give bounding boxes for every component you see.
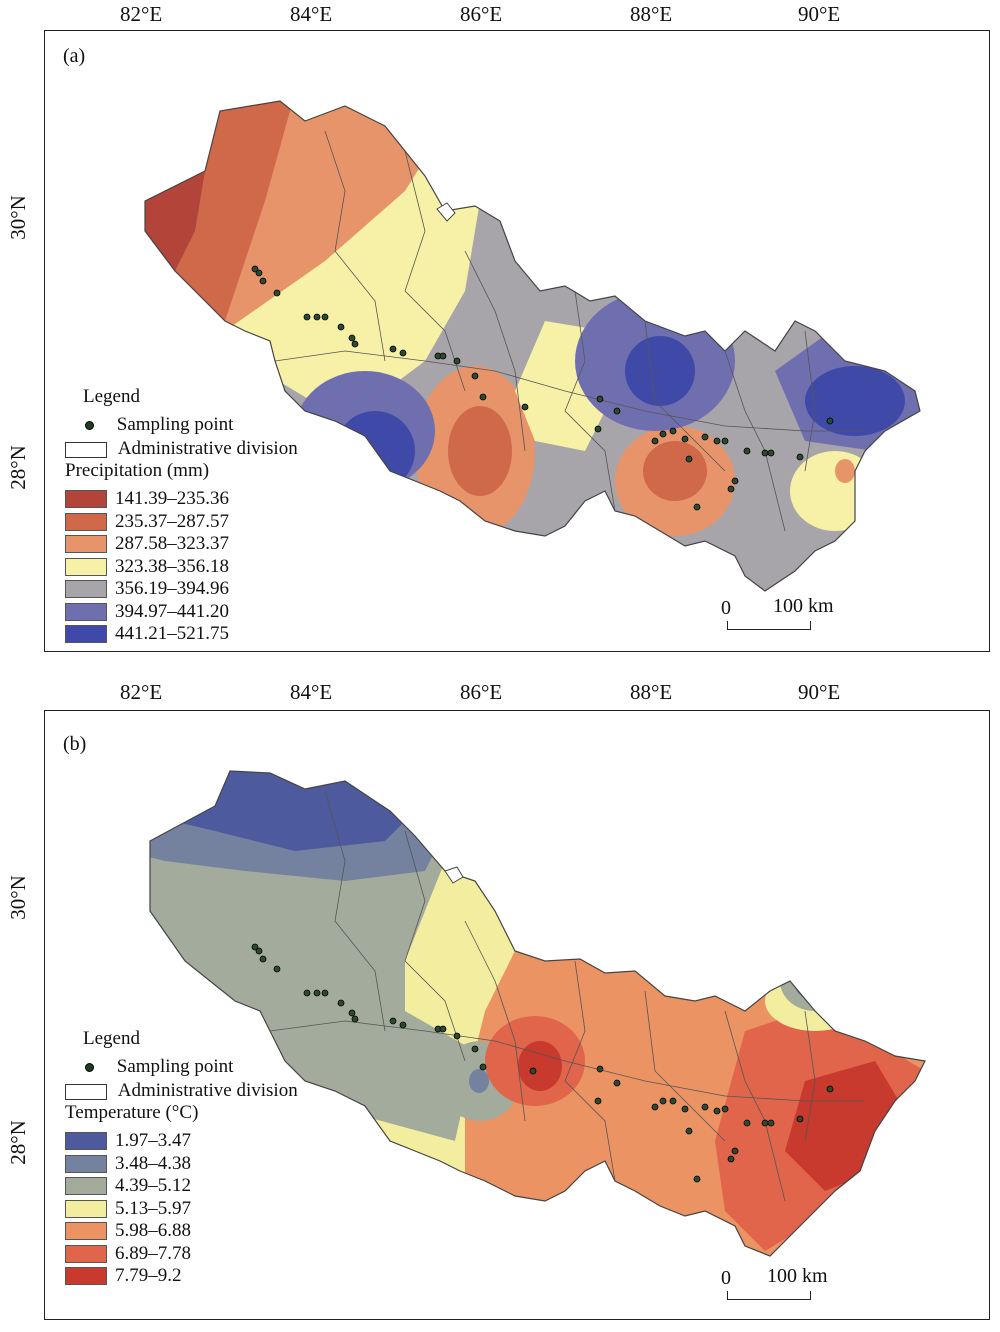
lat-tick-28: 28°N xyxy=(5,445,30,490)
legend-swatch xyxy=(65,1132,107,1150)
sampling-points-b xyxy=(251,943,834,1183)
legend-b: Legend Sampling point Administrative div… xyxy=(45,1021,345,1311)
legend-range-label: 356.19–394.96 xyxy=(115,578,229,599)
legend-swatch xyxy=(65,512,107,531)
legend-swatch xyxy=(65,1222,107,1240)
admin-division-icon-b xyxy=(65,1083,107,1100)
map-frame-a: (a) Legend Sampling point Administrative… xyxy=(44,30,990,652)
scale-start-a: 0 xyxy=(721,597,731,619)
lon-tick-84: 84°E xyxy=(290,2,333,26)
sampling-point-icon-b xyxy=(85,1063,94,1073)
lon-tick-90: 90°E xyxy=(798,2,841,26)
legend-range-label: 394.97–441.20 xyxy=(115,600,229,622)
legend-range-label: 3.48–4.38 xyxy=(115,1152,191,1174)
legend-swatch xyxy=(65,1154,107,1173)
scale-end-a: 100 km xyxy=(773,595,834,617)
lon-tick-86: 86°E xyxy=(460,2,503,26)
scale-line-b xyxy=(727,1291,811,1300)
legend-swatch xyxy=(65,1244,107,1263)
legend-range-label: 323.38–356.18 xyxy=(115,555,229,577)
scale-bar-a: 0 100 km xyxy=(715,595,855,637)
lon-tick-90-b: 90°E xyxy=(798,680,841,704)
study-region-outline-b xyxy=(149,770,926,1257)
panel-label-b: (b) xyxy=(63,733,87,755)
administrative-boundaries-b xyxy=(269,790,865,1202)
sampling-points-a xyxy=(251,265,834,511)
lon-tick-88: 88°E xyxy=(630,2,673,26)
precipitation-map xyxy=(144,100,921,592)
lat-tick-30: 30°N xyxy=(5,195,30,240)
temperature-map xyxy=(149,770,926,1257)
legend-swatch xyxy=(65,1177,107,1195)
legend-variable-a: Precipitation (mm) xyxy=(65,460,210,481)
legend-variable-b: Temperature (°C) xyxy=(65,1102,199,1123)
lake-a xyxy=(436,202,456,222)
legend-swatch xyxy=(65,557,107,576)
legend-range-label: 7.79–9.2 xyxy=(115,1265,182,1286)
legend-a: Legend Sampling point Administrative div… xyxy=(45,381,345,644)
sampling-point-icon xyxy=(85,421,94,431)
legend-title-b: Legend xyxy=(83,1028,140,1049)
legend-range-label: 141.39–235.36 xyxy=(115,488,229,509)
legend-range-label: 4.39–5.12 xyxy=(115,1175,191,1196)
legend-swatch xyxy=(65,490,107,508)
legend-swatch xyxy=(65,1267,107,1285)
legend-range-label: 287.58–323.37 xyxy=(115,533,229,554)
lake-b xyxy=(444,866,464,884)
panel-label-a: (a) xyxy=(63,45,86,67)
legend-range-label: 6.89–7.78 xyxy=(115,1242,191,1264)
legend-swatch xyxy=(65,580,107,598)
panel-b: 82°E 84°E 86°E 88°E 90°E 30°N 28°N xyxy=(0,670,1000,1330)
study-region-outline xyxy=(144,100,921,592)
legend-range-label: 235.37–287.57 xyxy=(115,510,229,532)
legend-swatch xyxy=(65,535,107,553)
lon-tick-82-b: 82°E xyxy=(120,680,163,704)
scale-line-a xyxy=(727,621,811,630)
administrative-boundaries xyxy=(274,130,865,532)
scale-end-b: 100 km xyxy=(767,1265,828,1287)
panel-a: 82°E 84°E 86°E 88°E 90°E 30°N 28°N xyxy=(0,0,1000,660)
legend-range-label: 5.13–5.97 xyxy=(115,1197,191,1219)
legend-sampling-point-b: Sampling point xyxy=(85,1057,233,1076)
legend-range-label: 5.98–6.88 xyxy=(115,1220,191,1241)
legend-swatch xyxy=(65,1199,107,1218)
lon-tick-82: 82°E xyxy=(120,2,163,26)
map-frame-b: (b) Legend Sampling point Administrative… xyxy=(44,710,990,1320)
legend-admin-division-a: Administrative division xyxy=(65,439,298,458)
lat-tick-28-b: 28°N xyxy=(5,1120,30,1165)
legend-range-label: 441.21–521.75 xyxy=(115,623,229,644)
scale-start-b: 0 xyxy=(721,1267,731,1289)
admin-division-icon xyxy=(65,441,107,458)
lon-tick-88-b: 88°E xyxy=(630,680,673,704)
legend-swatch xyxy=(65,602,107,621)
lat-tick-30-b: 30°N xyxy=(5,875,30,920)
legend-range-label: 1.97–3.47 xyxy=(115,1130,191,1151)
legend-swatch xyxy=(65,625,107,643)
scale-bar-b: 0 100 km xyxy=(715,1265,855,1307)
lon-tick-86-b: 86°E xyxy=(460,680,503,704)
lon-tick-84-b: 84°E xyxy=(290,680,333,704)
legend-admin-division-b: Administrative division xyxy=(65,1081,298,1100)
legend-sampling-point-a: Sampling point xyxy=(85,415,233,434)
legend-title-a: Legend xyxy=(83,386,140,407)
